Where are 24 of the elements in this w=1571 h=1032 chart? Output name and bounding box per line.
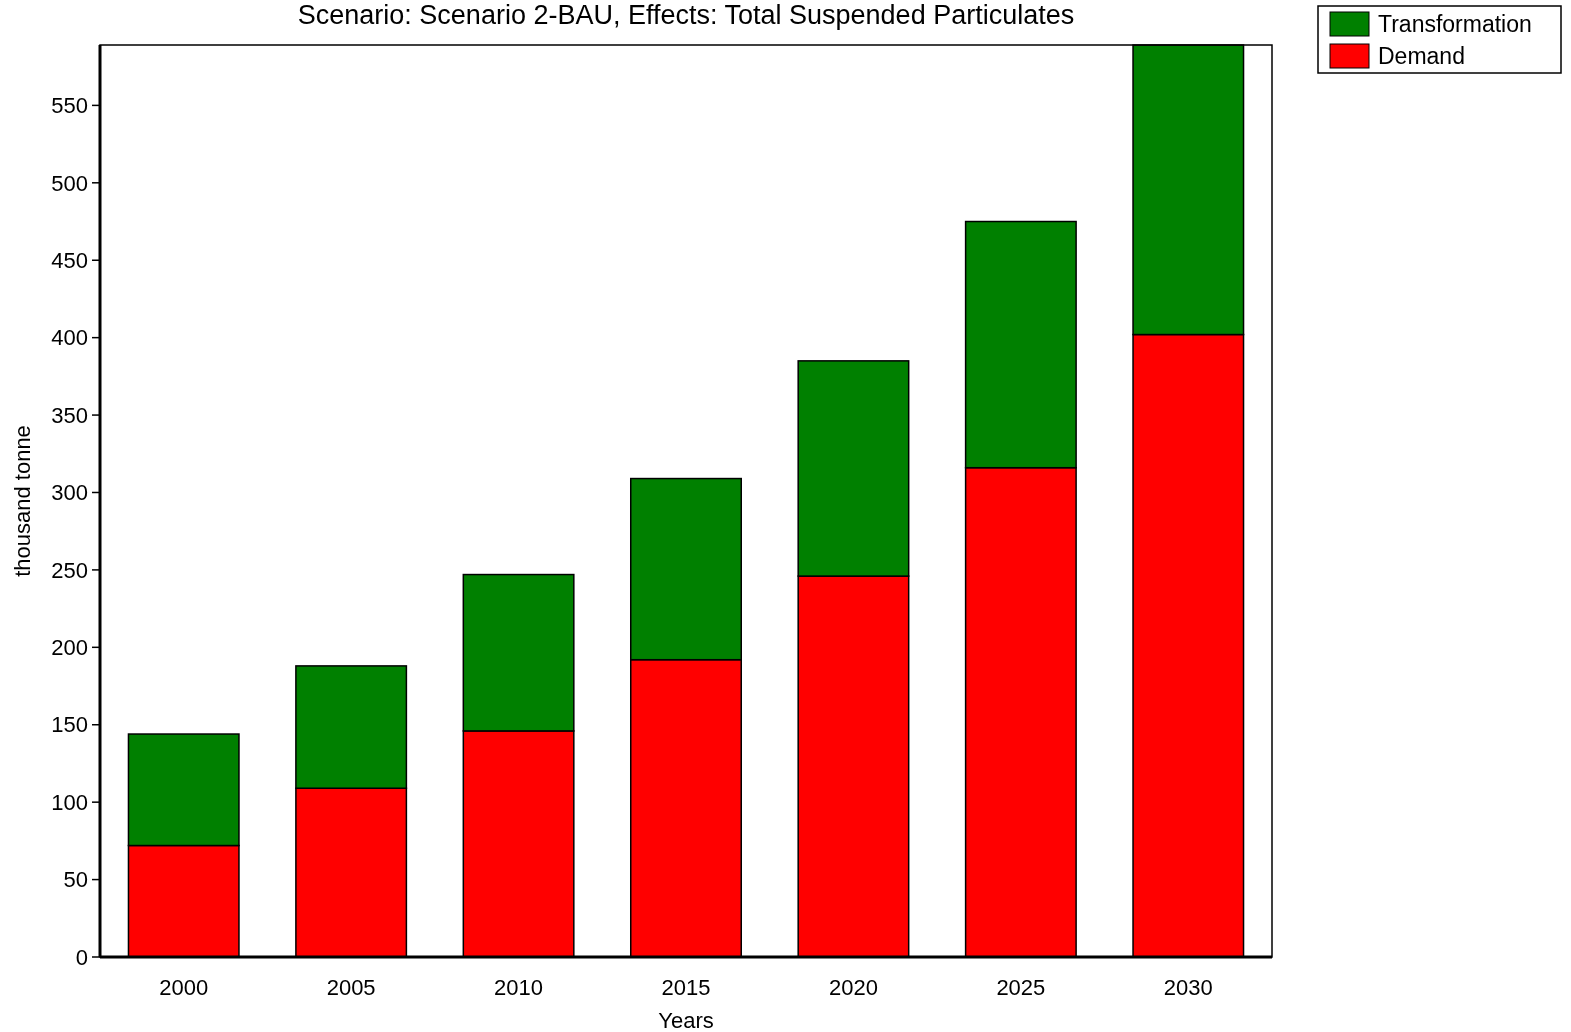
x-tick-label: 2030 (1163, 975, 1213, 1000)
y-tick-label: 50 (63, 867, 88, 893)
x-tick-label: 2015 (661, 975, 711, 1000)
x-tick-label: 2000 (159, 975, 209, 1000)
y-tick-label: 400 (51, 325, 88, 351)
x-tick-label: 2010 (494, 975, 544, 1000)
y-tick-label: 0 (75, 944, 88, 970)
y-tick-label: 450 (51, 247, 88, 273)
legend-label: Demand (1378, 43, 1465, 70)
y-tick-label: 150 (51, 712, 88, 738)
x-tick-label: 2005 (326, 975, 376, 1000)
x-tick-label: 2025 (996, 975, 1046, 1000)
y-tick-label: 350 (51, 402, 88, 428)
y-axis-title: thousand tonne (10, 425, 35, 577)
y-tick-label: 300 (51, 480, 88, 506)
legend-label: Transformation (1378, 11, 1532, 38)
y-tick-label: 250 (51, 557, 88, 583)
y-tick-label: 200 (51, 635, 88, 661)
chart-title: Scenario: Scenario 2-BAU, Effects: Total Suspended Particulates (297, 0, 1075, 30)
x-tick-label: 2020 (828, 975, 878, 1000)
y-tick-label: 100 (51, 789, 88, 815)
y-tick-label: 550 (51, 93, 88, 119)
y-tick-label: 500 (51, 170, 88, 196)
x-axis-title: Years (658, 1008, 714, 1032)
